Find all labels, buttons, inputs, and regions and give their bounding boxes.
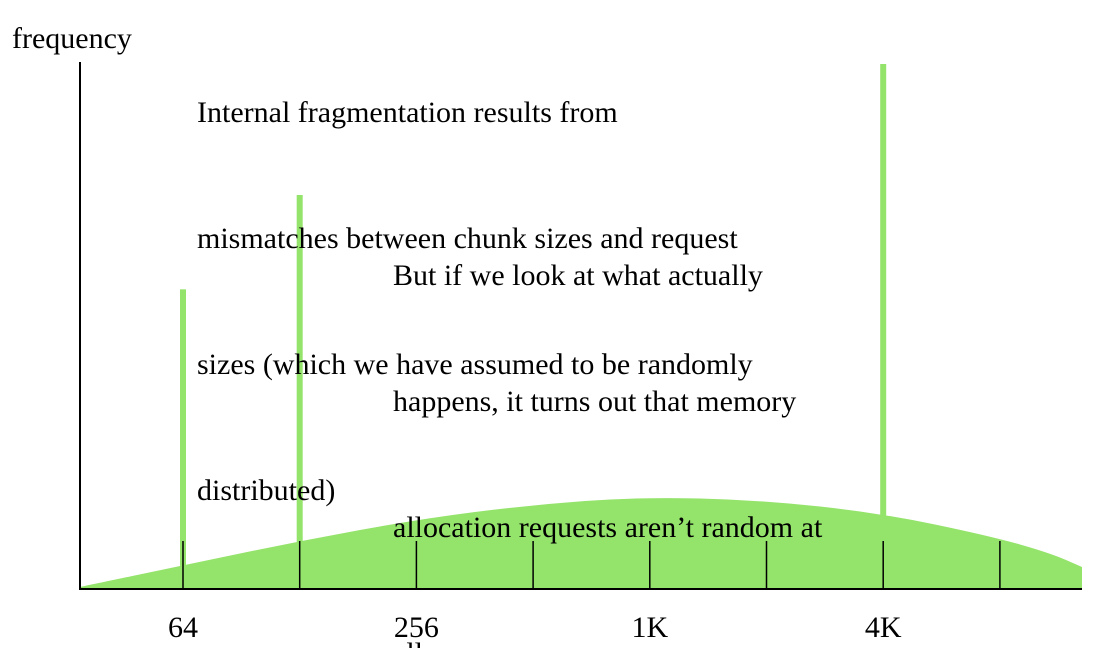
y-axis-label: frequency [12,22,132,55]
tick-label-group: 64 256 1K 4K [168,611,902,644]
x-tick-label: 64 [168,611,198,644]
paragraph-2-line: But if we look at what actually [393,259,763,292]
paragraph-2-line: allocation requests aren’t random at [393,511,823,544]
spike-group [180,64,887,588]
paragraph-2-line: happens, it turns out that memory [393,385,797,418]
paragraph-2-line: all. [393,633,822,648]
x-tick-label: 4K [865,611,902,644]
paragraph-1-line: mismatches between chunk sizes and reque… [197,222,738,255]
explanation-paragraph-1: Internal fragmentation results from mism… [197,8,753,596]
spike-128 [296,195,303,588]
tick-group [182,541,1001,589]
spike-64 [180,289,186,588]
paragraph-1-line: distributed) [197,474,336,507]
spike-4K [880,64,887,588]
x-tick-label: 256 [394,611,439,644]
paragraph-1-line: Internal fragmentation results from [197,96,618,129]
size-distribution-area [80,498,1082,589]
x-tick-label: 1K [631,611,668,644]
explanation-paragraph-2: But if we look at what actually happens,… [393,171,822,648]
paragraph-1-line: sizes (which we have assumed to be rando… [197,348,753,381]
